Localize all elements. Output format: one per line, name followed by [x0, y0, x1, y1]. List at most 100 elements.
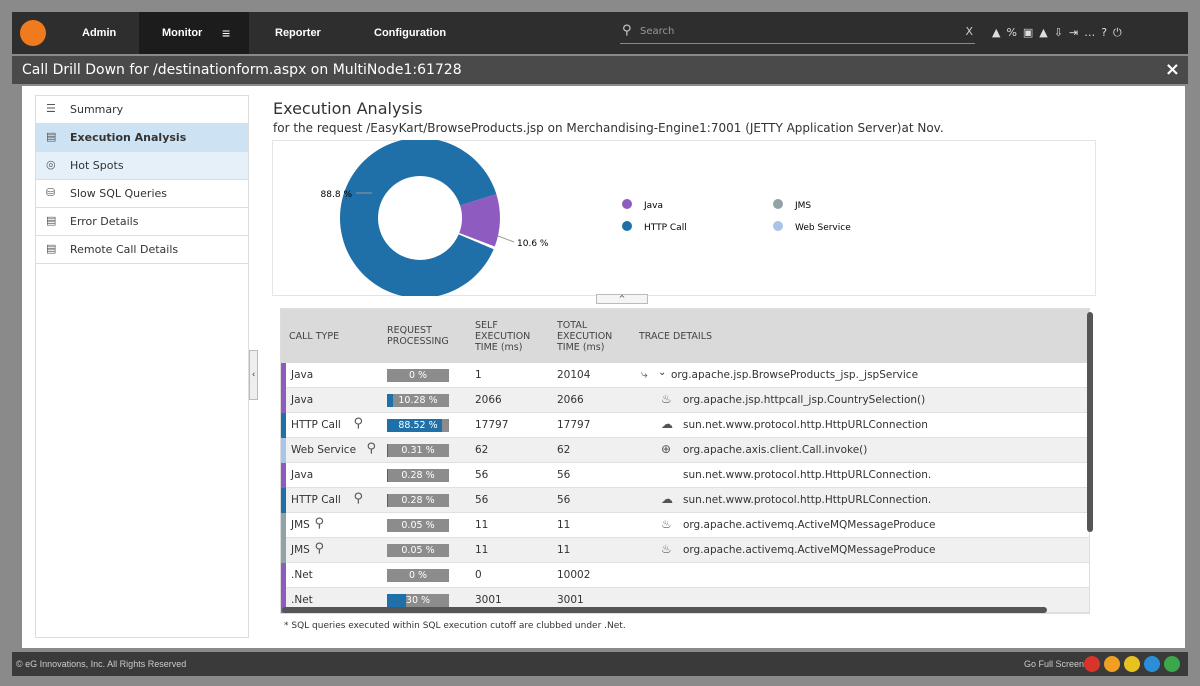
- call-type: Java: [291, 469, 314, 481]
- trace-icon: ⊕: [661, 442, 672, 456]
- self-time: 11: [475, 519, 489, 531]
- column-header: CALL TYPE: [289, 330, 340, 342]
- processing-label: 0 %: [408, 370, 428, 381]
- sidebar-item[interactable]: Summary: [36, 96, 248, 124]
- processing-label: 0.31 %: [401, 445, 435, 456]
- sidebar-icon: ▤: [46, 130, 57, 143]
- legend-swatch: [622, 199, 632, 209]
- sidebar-item[interactable]: Execution Analysis: [36, 124, 248, 152]
- chart: 88.8 % 10.6 % Java HTTP Call JMS Web Service: [272, 140, 1096, 296]
- search-clear[interactable]: X: [965, 25, 973, 38]
- processing-label: 0 %: [408, 570, 428, 581]
- window-title: Call Drill Down for /destinationform.asp…: [22, 62, 462, 78]
- donut-slice: [459, 194, 500, 247]
- nav-item[interactable]: Admin: [82, 27, 117, 39]
- search-icon: ⚲: [622, 23, 632, 38]
- self-time: 0: [475, 569, 482, 581]
- self-time: 56: [475, 494, 489, 506]
- search-icon[interactable]: ⚲: [314, 541, 325, 556]
- trace-detail: org.apache.activemq.ActiveMQMessageProdu…: [683, 519, 936, 531]
- call-type: HTTP Call: [291, 419, 341, 431]
- processing-bar: [387, 594, 406, 607]
- toolbar-icons[interactable]: ▲%▣▲⇩⇥…?⏻: [992, 26, 1128, 39]
- sidebar-item[interactable]: Slow SQL Queries: [36, 180, 248, 208]
- processing-bar-track: 88.52 %: [387, 419, 449, 432]
- total-time: 2066: [557, 394, 584, 406]
- status-info[interactable]: [1144, 656, 1160, 672]
- column-header: TRACE DETAILS: [639, 330, 713, 342]
- status-minor[interactable]: [1124, 656, 1140, 672]
- nav-item[interactable]: Configuration: [374, 27, 447, 39]
- menu-icon[interactable]: ≡: [222, 25, 231, 41]
- row-stripe: [281, 513, 286, 538]
- legend-swatch: [622, 221, 632, 231]
- row-stripe: [281, 463, 286, 488]
- sidebar-toggle[interactable]: ‹: [249, 350, 258, 400]
- trace-detail: sun.net.www.protocol.http.HttpURLConnect…: [683, 419, 928, 431]
- sidebar: [35, 95, 249, 638]
- call-type: .Net: [291, 569, 313, 581]
- legend-label: JMS: [794, 201, 811, 211]
- heading: Execution Analysis: [273, 99, 423, 118]
- search-icon[interactable]: ⚲: [314, 516, 325, 531]
- processing-bar-track: 0 %: [387, 569, 449, 582]
- processing-label: 0.05 %: [401, 520, 435, 531]
- total-time: 3001: [557, 594, 584, 606]
- self-time: 1: [475, 369, 482, 381]
- collapse-chart[interactable]: ^: [596, 294, 648, 304]
- vertical-scrollbar[interactable]: [1087, 312, 1093, 532]
- search-icon[interactable]: ⚲: [366, 441, 377, 456]
- total-time: 56: [557, 494, 571, 506]
- legend-label: Web Service: [795, 223, 851, 233]
- table-header: [281, 309, 1089, 363]
- trace-detail: sun.net.www.protocol.http.HttpURLConnect…: [683, 469, 932, 481]
- total-time: 20104: [557, 369, 591, 381]
- processing-label: 10.28 %: [398, 395, 438, 406]
- expand-chevron[interactable]: ⌄: [658, 367, 667, 378]
- self-time: 11: [475, 544, 489, 556]
- horizontal-scrollbar[interactable]: [282, 607, 1047, 613]
- sidebar-item[interactable]: Hot Spots: [36, 152, 248, 180]
- status-ok[interactable]: [1164, 656, 1180, 672]
- column-header: REQUEST PROCESSING: [387, 325, 449, 347]
- search-icon[interactable]: ⚲: [353, 491, 364, 506]
- sidebar-item[interactable]: Remote Call Details: [36, 236, 248, 264]
- trace-icon: ♨: [661, 517, 672, 531]
- nav-item[interactable]: Monitor: [162, 27, 203, 39]
- total-time: 56: [557, 469, 571, 481]
- processing-bar-track: 0.28 %: [387, 494, 449, 507]
- call-type: Java: [291, 369, 314, 381]
- processing-label: 0.28 %: [401, 495, 435, 506]
- processing-bar: [387, 419, 442, 432]
- logo[interactable]: [20, 20, 46, 46]
- footer: © eG Innovations, Inc. All Rights Reserv…: [12, 652, 1188, 676]
- total-time: 17797: [557, 419, 591, 431]
- legend-swatch: [773, 199, 783, 209]
- status-major[interactable]: [1104, 656, 1120, 672]
- processing-bar: [387, 394, 394, 407]
- call-type: JMS: [291, 544, 310, 556]
- close-button[interactable]: ×: [1164, 59, 1180, 80]
- footnote: * SQL queries executed within SQL execut…: [284, 621, 626, 631]
- call-type: HTTP Call: [291, 494, 341, 506]
- sidebar-icon: ▤: [46, 214, 57, 227]
- processing-bar-track: 0.05 %: [387, 519, 449, 532]
- status-critical[interactable]: [1084, 656, 1100, 672]
- nav-item[interactable]: Reporter: [275, 27, 321, 39]
- table-row: JMS ⚲ 0.05 % 11 11 ♨ org.apache.activemq.Activ…: [281, 538, 1089, 563]
- trace-detail: org.apache.activemq.ActiveMQMessageProdu…: [683, 544, 936, 556]
- row-stripe: [281, 538, 286, 563]
- sidebar-icon: ◎: [46, 158, 56, 171]
- row-stripe: [281, 438, 286, 463]
- table-row: HTTP Call ⚲ 88.52 % 17797 17797 ☁ sun.net.www.…: [281, 413, 1089, 438]
- column-header: SELF EXECUTION TIME (ms): [475, 319, 531, 353]
- trace-icon: ♨: [661, 392, 672, 406]
- processing-bar-track: 30 %: [387, 594, 449, 607]
- fullscreen-link[interactable]: Go Full Screen: [1024, 659, 1085, 669]
- trace-icon: ☁: [661, 492, 673, 506]
- donut-slice: [340, 140, 497, 296]
- search-icon[interactable]: ⚲: [353, 416, 364, 431]
- sidebar-item[interactable]: Error Details: [36, 208, 248, 236]
- search-box[interactable]: ⚲ Search X: [620, 22, 975, 44]
